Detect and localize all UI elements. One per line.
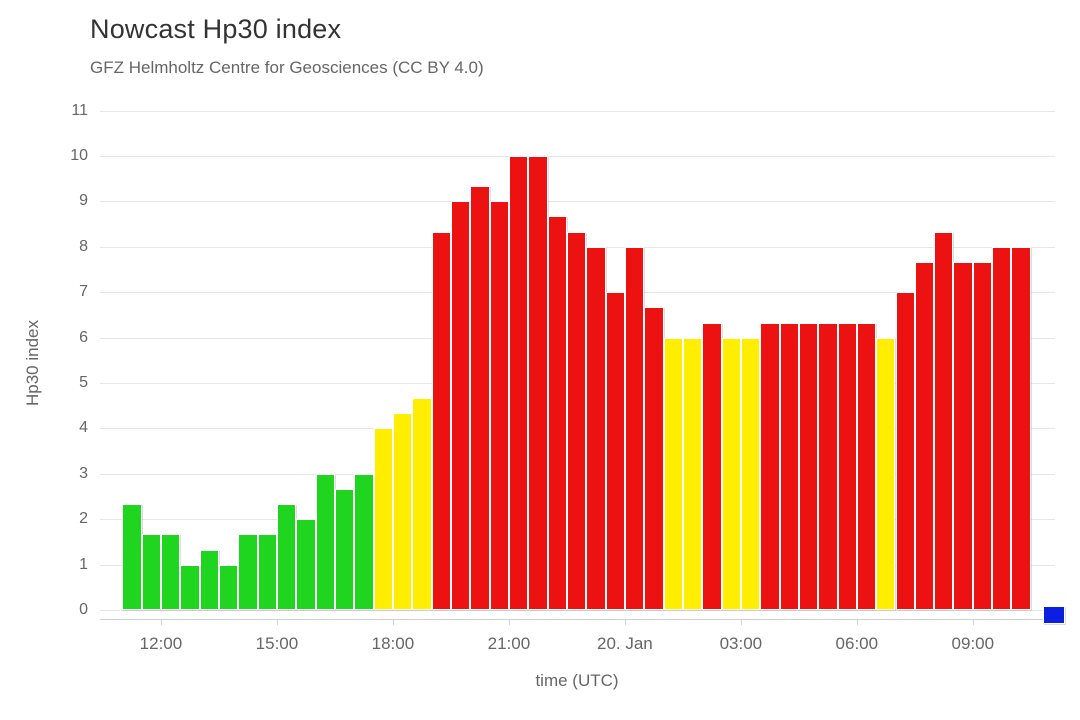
bar-0230[interactable] <box>721 337 741 610</box>
bar-1800[interactable] <box>392 413 413 610</box>
gridline <box>100 201 1055 203</box>
y-axis-title: Hp30 index <box>23 319 42 407</box>
bar-2130[interactable] <box>528 155 548 610</box>
y-tick-label: 4 <box>79 419 88 437</box>
bar-0530[interactable] <box>837 322 857 610</box>
bar-0930[interactable] <box>992 246 1012 610</box>
bar-1500[interactable] <box>276 504 297 610</box>
x-axis-tick <box>508 619 510 625</box>
bar-1300[interactable] <box>199 549 219 610</box>
x-tick-label: 18:00 <box>371 634 415 653</box>
bar-1100[interactable] <box>122 504 142 610</box>
x-axis-tick <box>276 619 278 625</box>
bar-2100[interactable] <box>508 155 529 610</box>
bar-1830[interactable] <box>412 397 432 610</box>
bar-2200[interactable] <box>547 216 567 610</box>
x-tick-label: 12:00 <box>139 634 183 653</box>
x-tick-label: 03:00 <box>719 634 763 653</box>
bar-1430[interactable] <box>257 534 277 610</box>
chart-title: Nowcast Hp30 index <box>90 14 342 44</box>
bar-0130[interactable] <box>682 337 703 610</box>
bar-0030[interactable] <box>644 307 664 610</box>
y-tick-label: 1 <box>79 555 88 573</box>
bar-0800[interactable] <box>934 231 954 610</box>
x-tick-label: 09:00 <box>951 634 995 653</box>
bar-1130[interactable] <box>141 534 161 610</box>
x-axis-tick <box>624 619 626 625</box>
x-axis-line <box>100 619 1055 620</box>
bar-1730[interactable] <box>373 428 393 610</box>
x-tick-label: 20. Jan <box>596 634 653 653</box>
x-axis-tick <box>160 619 162 625</box>
bar-2030[interactable] <box>489 201 509 610</box>
x-tick-label: 15:00 <box>255 634 299 653</box>
bar-0600[interactable] <box>856 322 877 610</box>
bar-1000[interactable] <box>1011 246 1031 610</box>
bar-0000[interactable] <box>624 246 645 610</box>
bar-1230[interactable] <box>180 564 200 610</box>
current-interval-marker[interactable] <box>1042 605 1065 624</box>
bar-1330[interactable] <box>218 564 239 610</box>
bar-2000[interactable] <box>470 186 490 610</box>
bar-0700[interactable] <box>895 292 915 610</box>
y-tick-label: 9 <box>79 192 88 210</box>
y-tick-label: 5 <box>79 373 88 391</box>
bar-0300[interactable] <box>740 337 761 610</box>
bar-1530[interactable] <box>296 519 316 610</box>
bar-1700[interactable] <box>354 473 374 610</box>
gridline <box>100 110 1055 112</box>
bar-2230[interactable] <box>566 231 587 610</box>
chart-subtitle: GFZ Helmholtz Centre for Geosciences (CC… <box>90 58 484 77</box>
bar-0500[interactable] <box>818 322 838 610</box>
y-tick-label: 0 <box>79 600 88 618</box>
y-tick-label: 8 <box>79 237 88 255</box>
bar-0200[interactable] <box>702 322 722 610</box>
y-tick-label: 6 <box>79 328 88 346</box>
x-axis-tick <box>856 619 858 625</box>
y-tick-label: 2 <box>79 510 88 528</box>
gridline <box>100 609 1055 611</box>
bar-2330[interactable] <box>605 292 625 610</box>
y-tick-label: 7 <box>79 283 88 301</box>
y-tick-label: 11 <box>71 101 88 119</box>
bar-1400[interactable] <box>238 534 258 610</box>
bar-0730[interactable] <box>914 261 935 610</box>
bar-1900[interactable] <box>431 231 451 610</box>
x-tick-label: 06:00 <box>835 634 879 653</box>
bar-1930[interactable] <box>450 201 471 610</box>
bar-2300[interactable] <box>586 246 606 610</box>
bar-1600[interactable] <box>315 473 335 610</box>
bar-0330[interactable] <box>760 322 780 610</box>
bar-0900[interactable] <box>972 261 993 610</box>
bar-0630[interactable] <box>876 337 896 610</box>
x-axis-title: time (UTC) <box>535 671 619 690</box>
x-axis-tick <box>740 619 742 625</box>
bar-0400[interactable] <box>779 322 799 610</box>
y-tick-label: 3 <box>79 464 88 482</box>
x-tick-label: 21:00 <box>487 634 531 653</box>
bar-0100[interactable] <box>663 337 683 610</box>
bar-0430[interactable] <box>798 322 819 610</box>
bar-1200[interactable] <box>160 534 181 610</box>
gridline <box>100 155 1055 157</box>
bar-1630[interactable] <box>334 488 355 610</box>
y-tick-label: 10 <box>70 146 88 164</box>
x-axis-tick <box>392 619 394 625</box>
bar-0830[interactable] <box>953 261 973 610</box>
x-axis-tick <box>972 619 974 625</box>
